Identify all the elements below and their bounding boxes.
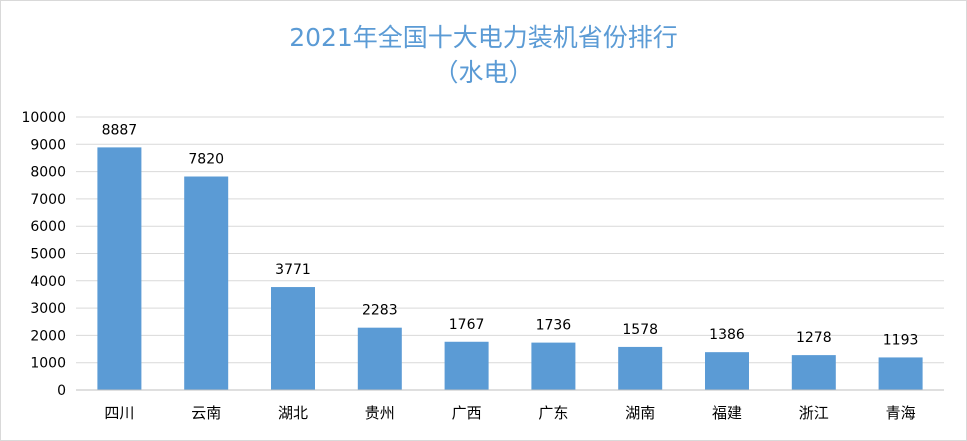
data-label: 1278: [796, 330, 832, 346]
data-label: 7820: [188, 152, 224, 168]
bar: [444, 341, 489, 390]
x-tick-label: 青海: [886, 404, 916, 422]
chart-title: 2021年全国十大电力装机省份排行: [289, 23, 678, 52]
chart-subtitle: （水电）: [433, 58, 534, 87]
y-tick-label: 8000: [30, 165, 66, 181]
y-tick-label: 3000: [30, 301, 66, 317]
data-label: 3771: [275, 262, 311, 278]
bar: [705, 352, 749, 390]
y-tick-label: 0: [57, 383, 66, 399]
x-tick-label: 广西: [452, 404, 482, 422]
bars: 8887 7820 3771 2283 1767 1736 1578 1386 1278 1193: [97, 122, 923, 390]
data-label: 1767: [449, 317, 485, 333]
y-axis: 0 1000 2000 3000 4000 5000 6000 7000 8000 9000 100…: [21, 110, 66, 399]
data-label: 1736: [536, 318, 572, 334]
bar: [184, 176, 229, 390]
x-tick-label: 浙江: [799, 404, 829, 422]
x-tick-label: 云南: [191, 404, 221, 422]
data-label: 1193: [883, 332, 919, 348]
data-label: 1386: [709, 327, 745, 343]
y-tick-label: 2000: [30, 328, 66, 344]
bar: [357, 327, 402, 390]
bar: [878, 357, 923, 390]
x-tick-label: 福建: [712, 404, 742, 422]
x-tick-label: 湖南: [625, 404, 655, 422]
bar: [97, 147, 142, 390]
data-label: 1578: [622, 322, 658, 338]
y-tick-label: 10000: [21, 110, 66, 126]
y-tick-label: 5000: [30, 247, 66, 263]
x-tick-label: 贵州: [365, 404, 395, 422]
bar: [271, 287, 315, 390]
y-tick-label: 1000: [30, 356, 66, 372]
x-tick-label: 四川: [104, 404, 134, 422]
data-label: 2283: [362, 303, 398, 319]
y-tick-label: 4000: [30, 274, 66, 290]
x-axis: 四川 云南 湖北 贵州 广西 广东 湖南 福建 浙江 青海: [76, 389, 944, 422]
bar: [531, 342, 576, 390]
data-label: 8887: [102, 122, 138, 138]
y-tick-label: 9000: [30, 137, 66, 153]
x-tick-label: 广东: [538, 404, 568, 422]
y-tick-label: 6000: [30, 219, 66, 235]
bar: [618, 346, 663, 390]
y-tick-label: 7000: [30, 192, 66, 208]
bar: [791, 355, 836, 390]
x-tick-label: 湖北: [278, 404, 308, 422]
